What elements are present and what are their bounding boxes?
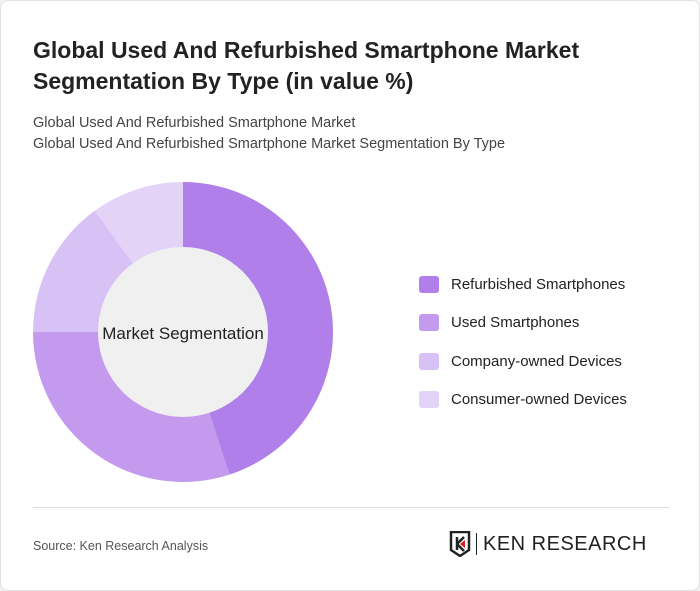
legend-swatch (419, 314, 439, 332)
subtitle-market: Global Used And Refurbished Smartphone M… (33, 115, 356, 131)
legend-swatch (419, 391, 439, 409)
divider (33, 507, 669, 508)
chart-title: Global Used And Refurbished Smartphone M… (33, 37, 580, 94)
legend-label: Refurbished Smartphones (451, 275, 626, 293)
logo-text: KEN RESEARCH (483, 532, 647, 555)
legend-label: Consumer-owned Devices (451, 391, 627, 409)
legend: Refurbished Smartphones Used Smartphones C… (419, 265, 627, 419)
subtitle-segmentation: Global Used And Refurbished Smartphone M… (33, 136, 506, 152)
legend-item: Used Smartphones (419, 304, 627, 343)
center-label: Market Segmentation (102, 324, 264, 343)
ken-research-logo: KEN RESEARCH (449, 531, 647, 557)
source-note: Source: Ken Research Analysis (33, 539, 209, 553)
legend-item: Company-owned Devices (419, 342, 627, 381)
donut-chart: Market Segmentation (33, 182, 334, 483)
legend-item: Refurbished Smartphones (419, 265, 627, 304)
donut-hole (98, 247, 268, 417)
legend-swatch (419, 275, 439, 293)
legend-label: Used Smartphones (451, 314, 580, 332)
logo-shield-icon (449, 531, 471, 557)
legend-label: Company-owned Devices (451, 352, 622, 370)
legend-swatch (419, 352, 439, 370)
legend-item: Consumer-owned Devices (419, 381, 627, 420)
